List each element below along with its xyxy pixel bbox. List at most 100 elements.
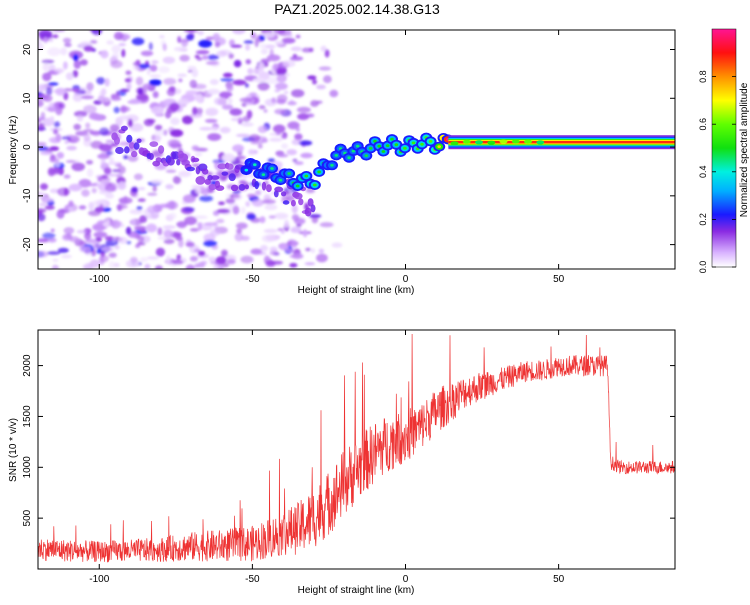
noise-blob bbox=[162, 225, 176, 229]
colorbar-tick-label: 0.8 bbox=[698, 70, 708, 83]
noise-blob bbox=[72, 88, 80, 93]
noise-blob bbox=[177, 36, 182, 43]
y-tick-label: 500 bbox=[22, 509, 33, 526]
ridge-peak bbox=[385, 144, 390, 148]
noise-blob bbox=[135, 76, 144, 86]
spectrogram-frame bbox=[37, 29, 676, 270]
noise-blob bbox=[63, 187, 69, 196]
trace-blob bbox=[215, 185, 225, 191]
noise-blob bbox=[42, 72, 52, 82]
noise-blob bbox=[216, 208, 230, 214]
y-tick-label: -10 bbox=[22, 188, 33, 203]
spectrogram-x-axis: -100 -50 0 50 bbox=[89, 30, 565, 285]
noise-blob bbox=[134, 226, 147, 231]
noise-blob bbox=[49, 158, 60, 163]
noise-blob bbox=[91, 187, 97, 194]
ridge-peak bbox=[270, 167, 274, 170]
noise-blob bbox=[297, 113, 310, 120]
noise-blob bbox=[155, 108, 163, 118]
noise-blob bbox=[116, 204, 128, 209]
ridge-peak bbox=[373, 139, 377, 143]
noise-blob bbox=[269, 48, 274, 58]
noise-blob bbox=[64, 140, 69, 144]
noise-blob bbox=[86, 168, 94, 178]
noise-blob bbox=[62, 37, 72, 44]
noise-blob bbox=[247, 68, 254, 75]
noise-blob bbox=[248, 149, 255, 155]
ridge-band bbox=[448, 141, 675, 144]
noise-blob bbox=[230, 117, 242, 122]
noise-blob bbox=[131, 219, 136, 226]
colorbar-label: Normalized spectral amplitude bbox=[739, 82, 750, 217]
ridge-peak bbox=[411, 141, 416, 145]
noise-blob bbox=[114, 245, 120, 250]
noise-blob bbox=[76, 229, 88, 234]
noise-blob bbox=[183, 30, 196, 33]
noise-blob bbox=[259, 35, 266, 41]
noise-blob bbox=[178, 239, 184, 248]
noise-blob bbox=[120, 88, 130, 92]
trace-blob bbox=[115, 146, 124, 155]
noise-blob bbox=[101, 246, 114, 252]
noise-blob bbox=[285, 248, 295, 253]
x-tick-label: 0 bbox=[403, 274, 409, 285]
noise-blob bbox=[125, 70, 132, 76]
noise-blob bbox=[269, 137, 283, 142]
noise-blob bbox=[38, 38, 42, 46]
noise-blob bbox=[149, 79, 162, 86]
noise-blob bbox=[290, 46, 302, 52]
noise-blob bbox=[212, 33, 220, 41]
noise-blob bbox=[173, 46, 188, 52]
snr-x-axis: -100 -50 0 50 bbox=[89, 330, 565, 585]
noise-blob bbox=[275, 66, 287, 76]
noise-blob bbox=[302, 229, 308, 238]
noise-blob bbox=[138, 63, 151, 69]
x-tick-label: -50 bbox=[245, 274, 260, 285]
noise-blob bbox=[194, 93, 202, 102]
trace-blob bbox=[282, 200, 290, 205]
ridge-peak bbox=[428, 140, 433, 143]
ridge-peak bbox=[261, 173, 266, 177]
noise-blob bbox=[259, 43, 267, 49]
noise-blob bbox=[287, 101, 297, 106]
noise-blob bbox=[295, 127, 300, 132]
noise-blob bbox=[90, 140, 104, 149]
noise-blob bbox=[169, 102, 180, 112]
noise-blob bbox=[43, 198, 51, 202]
trace-blob bbox=[298, 198, 304, 206]
noise-blob bbox=[232, 30, 246, 35]
noise-blob bbox=[228, 53, 234, 59]
noise-blob bbox=[99, 127, 110, 136]
noise-blob bbox=[46, 251, 61, 255]
ridge-wiggle bbox=[475, 140, 483, 145]
noise-blob bbox=[210, 229, 221, 237]
noise-blob bbox=[49, 146, 60, 151]
trace-blob bbox=[136, 138, 142, 144]
snr-frame bbox=[37, 329, 676, 570]
noise-blob bbox=[108, 261, 115, 269]
trace-blob bbox=[176, 158, 181, 166]
noise-blob bbox=[312, 79, 317, 85]
noise-blob bbox=[51, 138, 57, 143]
noise-blob bbox=[109, 156, 114, 166]
noise-blob bbox=[205, 36, 215, 40]
noise-blob bbox=[40, 111, 46, 121]
noise-blob bbox=[281, 143, 289, 150]
noise-blob bbox=[86, 160, 94, 165]
noise-blob bbox=[250, 248, 263, 255]
noise-blob bbox=[194, 54, 200, 59]
y-tick-label: 20 bbox=[22, 44, 33, 56]
noise-blob bbox=[73, 123, 81, 131]
noise-blob bbox=[149, 64, 158, 72]
noise-blob bbox=[91, 114, 103, 121]
noise-blob bbox=[101, 174, 108, 180]
noise-blob bbox=[55, 87, 66, 96]
noise-blob bbox=[103, 167, 112, 175]
noise-blob bbox=[111, 44, 121, 54]
noise-blob bbox=[257, 144, 263, 149]
ridge-peak bbox=[317, 170, 321, 174]
noise-blob bbox=[269, 246, 278, 253]
noise-blob bbox=[276, 94, 288, 103]
noise-blob bbox=[259, 216, 266, 224]
noise-blob bbox=[104, 236, 114, 241]
